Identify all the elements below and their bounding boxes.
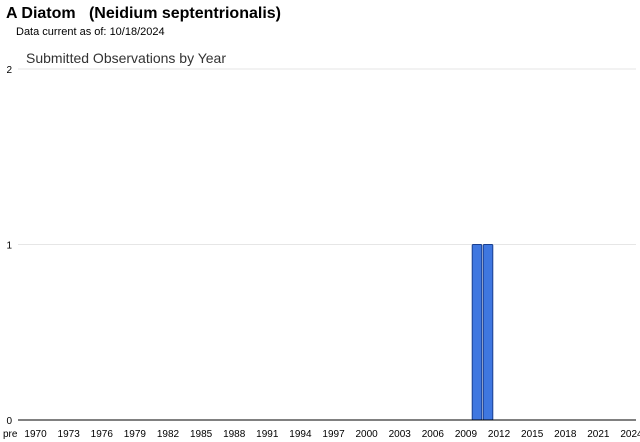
x-tick-label: 2000 [356, 429, 379, 440]
x-tick-label: 1985 [190, 429, 213, 440]
x-tick-label: 1988 [223, 429, 246, 440]
y-tick-label: 1 [6, 241, 12, 252]
chart-title: Submitted Observations by Year [26, 50, 226, 66]
data-current-date: 10/18/2024 [109, 26, 165, 38]
x-tick-label: 2003 [389, 429, 412, 440]
x-tick-label: 2018 [554, 429, 577, 440]
x-tick-label: pre [3, 429, 18, 440]
y-axis-ticks: 0 1 2 [6, 65, 12, 427]
x-tick-label: 1997 [322, 429, 345, 440]
y-tick-label: 0 [6, 416, 12, 427]
x-tick-label: 1979 [124, 429, 147, 440]
x-tick-label: 1976 [91, 429, 114, 440]
data-current-line: Data current as of: 10/18/2024 [16, 26, 165, 38]
x-tick-label: 1973 [58, 429, 81, 440]
x-axis-ticks: pre 1970 1973 1976 1979 1982 1985 1988 1991 1994 1… [3, 429, 640, 440]
bar-2010 [471, 244, 483, 421]
x-tick-label: 2024 [620, 429, 640, 440]
bar-2011 [482, 244, 494, 421]
x-tick-label: 2021 [587, 429, 610, 440]
y-tick-label: 2 [6, 65, 12, 76]
x-tick-label: 1994 [289, 429, 312, 440]
data-current-label: Data current as of: [16, 26, 107, 38]
bars [471, 244, 494, 421]
x-tick-label: 2015 [521, 429, 544, 440]
x-tick-label: 2009 [455, 429, 478, 440]
grid-lines [18, 68, 636, 245]
x-tick-label: 1982 [157, 429, 180, 440]
x-tick-label: 1991 [256, 429, 279, 440]
x-tick-label: 2012 [488, 429, 511, 440]
x-tick-label: 2006 [422, 429, 445, 440]
x-tick-label: 1970 [24, 429, 47, 440]
page-title: A Diatom (Neidium septentrionalis) [6, 5, 281, 22]
